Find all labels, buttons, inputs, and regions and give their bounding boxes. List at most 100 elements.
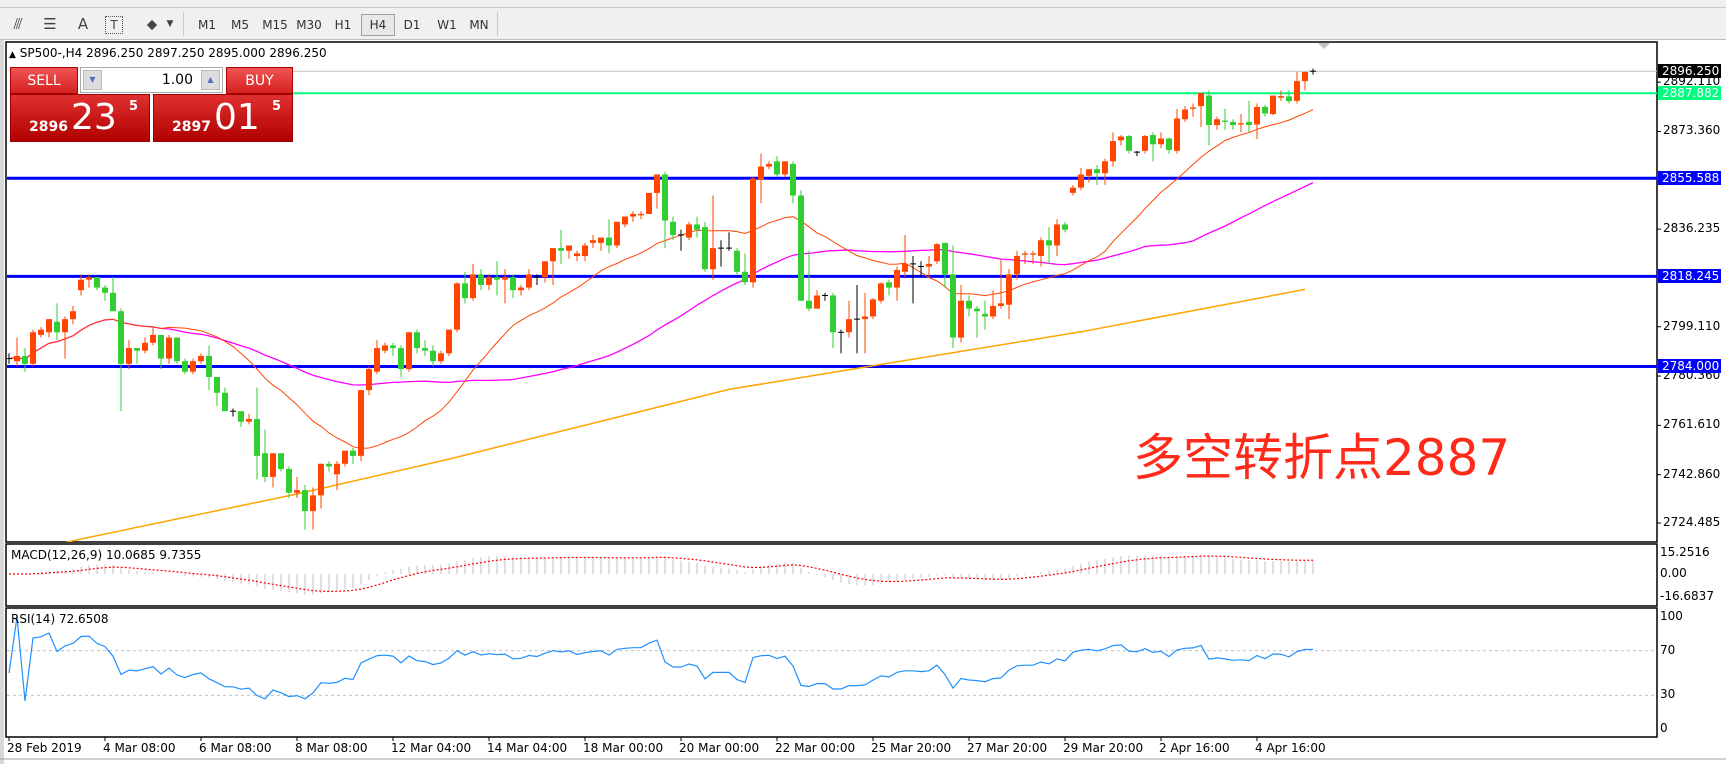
candle: [926, 256, 932, 278]
timeframe-d1[interactable]: D1: [403, 18, 421, 32]
fibonacci-expansion-icon[interactable]: ⫻: [13, 15, 23, 33]
candle: [534, 274, 540, 285]
volume-input[interactable]: [103, 70, 193, 90]
candle: [310, 487, 316, 530]
price-tick-label: 2761.610: [1663, 417, 1721, 432]
left-edge: [0, 40, 4, 764]
candle: [382, 342, 388, 354]
candle-body: [126, 348, 132, 364]
candle: [1150, 132, 1156, 162]
sell-button[interactable]: SELL: [10, 67, 78, 94]
candle: [558, 229, 564, 264]
candle-body: [278, 453, 284, 470]
candle-body: [686, 224, 692, 238]
candle: [806, 250, 812, 312]
candle: [1278, 90, 1284, 101]
candle-body: [710, 248, 716, 270]
volume-increase-button[interactable]: ▲: [201, 70, 220, 90]
candle-body: [78, 279, 84, 291]
candle: [422, 340, 428, 356]
candle: [350, 448, 356, 464]
timeframe-h4[interactable]: H4: [361, 14, 395, 36]
candle-body: [694, 224, 700, 230]
timeframe-m30[interactable]: M30: [296, 18, 322, 32]
candle: [454, 282, 460, 333]
buy-price[interactable]: 2897 01 5: [153, 94, 293, 142]
candle: [934, 242, 940, 264]
collapse-triangle-icon[interactable]: ▲: [9, 50, 16, 60]
timeframe-m5[interactable]: M5: [231, 18, 249, 32]
candle: [126, 340, 132, 370]
candle: [694, 216, 700, 238]
timeframe-mn[interactable]: MN: [469, 18, 489, 32]
candle: [198, 353, 204, 364]
candle-body: [550, 248, 556, 262]
timeframe-w1[interactable]: W1: [437, 18, 457, 32]
text-icon[interactable]: A: [77, 15, 89, 33]
candle: [710, 195, 716, 280]
candle-body: [1190, 107, 1196, 109]
price-tick-label: 2799.110: [1663, 318, 1721, 333]
hline-price-label: 2887.882: [1658, 86, 1721, 101]
fibonacci-fan-icon[interactable]: ☰: [43, 15, 57, 33]
candle: [486, 274, 492, 291]
candle-body: [62, 319, 68, 333]
candle-body: [150, 334, 156, 343]
candle: [1286, 90, 1292, 104]
current-price-label: 2896.250: [1658, 64, 1721, 79]
timeframe-h1[interactable]: H1: [334, 18, 352, 32]
candle: [918, 261, 924, 278]
text-label-icon[interactable]: T: [105, 16, 123, 34]
chart-title: ▲ SP500-,H4 2896.250 2897.250 2895.000 2…: [9, 46, 327, 60]
candle-body: [454, 283, 460, 330]
candle: [102, 284, 108, 301]
candle-body: [158, 334, 164, 359]
candle-body: [166, 337, 172, 359]
buy-button[interactable]: BUY: [226, 67, 293, 94]
candle: [790, 161, 796, 204]
time-tick-label: 29 Mar 20:00: [1063, 741, 1144, 755]
candle: [142, 337, 148, 354]
candle-body: [966, 300, 972, 309]
candle-body: [934, 244, 940, 262]
chevron-down-icon[interactable]: ▼: [166, 19, 174, 29]
candle: [830, 292, 836, 349]
candle-body: [670, 221, 676, 235]
candle: [262, 429, 268, 483]
candle: [1238, 113, 1244, 133]
candle: [814, 290, 820, 309]
timeframe-m1[interactable]: M1: [198, 18, 216, 32]
arrows-icon[interactable]: ⬥: [146, 15, 158, 33]
volume-decrease-button[interactable]: ▼: [83, 70, 102, 90]
time-tick-label: 6 Mar 08:00: [199, 741, 272, 755]
candle-body: [214, 376, 220, 393]
candle: [958, 284, 964, 343]
timeframe-m15[interactable]: M15: [262, 18, 288, 32]
candle: [94, 277, 100, 291]
sell-price[interactable]: 2896 23 5: [10, 94, 150, 142]
candle-body: [1030, 253, 1036, 255]
candle-body: [1110, 141, 1116, 162]
candle-body: [374, 348, 380, 372]
time-tick-label: 4 Mar 08:00: [103, 741, 176, 755]
candle: [798, 190, 804, 301]
candle-body: [406, 332, 412, 370]
candle: [46, 319, 52, 338]
candle: [910, 256, 916, 304]
candle: [286, 466, 292, 498]
candle-body: [638, 213, 644, 216]
candle-body: [1230, 121, 1236, 126]
hline-price-label: 2784.000: [1658, 359, 1721, 374]
candle: [966, 295, 972, 317]
candle-body: [750, 178, 756, 283]
candle-body: [222, 392, 228, 412]
top-toolbar-row: [0, 0, 1726, 8]
ma-fast-line: [8, 109, 1314, 449]
candle-body: [942, 242, 948, 275]
main-plot: [7, 68, 1657, 542]
candle-body: [1014, 256, 1020, 275]
candle-body: [342, 450, 348, 464]
candle: [1030, 250, 1036, 264]
rsi-line: [8, 616, 1314, 702]
